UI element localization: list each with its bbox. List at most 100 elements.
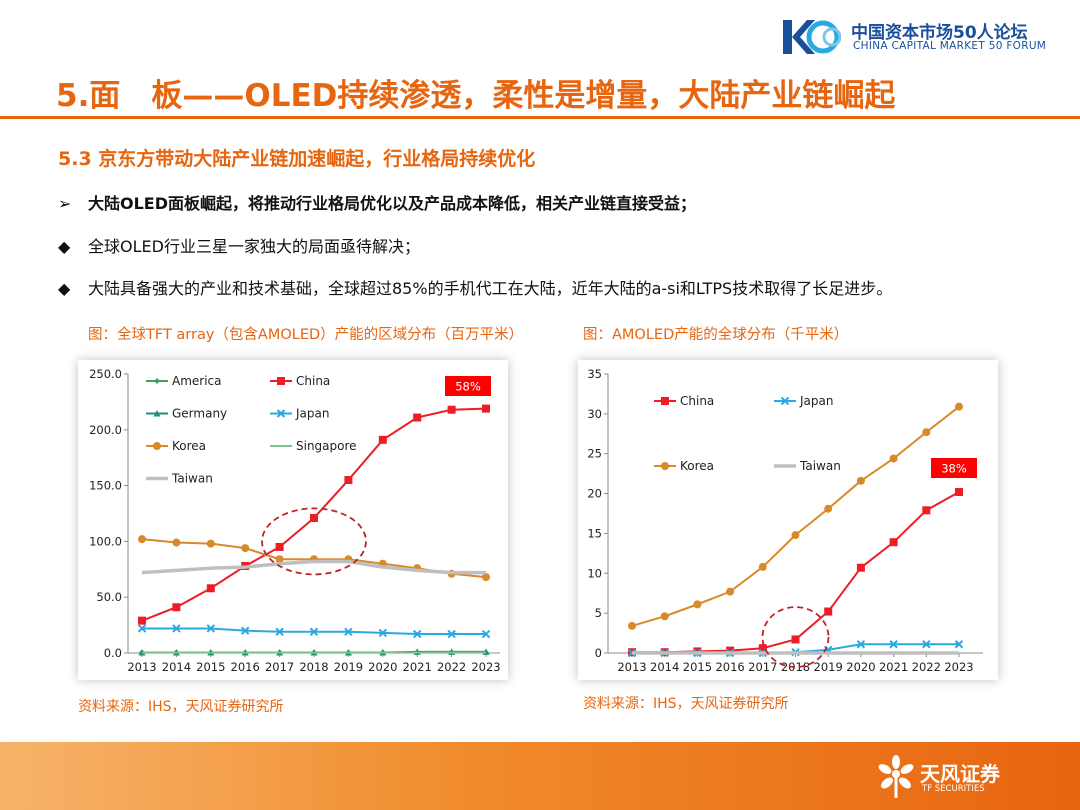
- right-chart-source: 资料来源：IHS，天风证券研究所: [583, 696, 789, 712]
- legend-label-china: China: [296, 374, 330, 388]
- tf-flower-icon: [878, 755, 914, 798]
- y-tick-label: 30: [587, 407, 602, 421]
- y-tick-label: 50.0: [96, 590, 122, 604]
- data-point-japan: [172, 624, 181, 633]
- series-line-taiwan: [141, 559, 486, 575]
- data-point-japan: [922, 640, 931, 649]
- x-tick-label: 2014: [162, 660, 191, 674]
- data-point-japan: [137, 624, 147, 633]
- data-point-japan: [889, 640, 898, 649]
- legend-label-japan: Japan: [799, 394, 833, 408]
- bullet-text: 全球OLED行业三星一家独大的局面亟待解决；: [88, 237, 420, 256]
- forum-logo-en: CHINA CAPITAL MARKET 50 FORUM: [853, 40, 1047, 52]
- data-point-korea: [172, 538, 181, 547]
- page-title: 5.面 板——OLED持续渗透，柔性是增量，大陆产业链崛起: [56, 78, 896, 114]
- bullet-item: ➢ 大陆OLED面板崛起，将推动行业格局优化以及产品成本降低，相关产业链直接受益；: [58, 190, 696, 214]
- x-tick-label: 2018: [781, 660, 810, 674]
- x-tick-label: 2021: [403, 660, 432, 674]
- data-point-korea: [758, 562, 767, 571]
- data-point-china: [138, 616, 146, 625]
- series-taiwan: [141, 559, 486, 575]
- data-point-japan: [412, 629, 422, 639]
- data-point-china: [922, 506, 931, 515]
- bullet-text: 大陆具备强大的产业和技术基础，全球超过85%的手机代工在大陆，近年大陆的a-si…: [88, 279, 893, 298]
- data-point-korea: [824, 504, 833, 513]
- legend-label-china: China: [680, 394, 714, 408]
- legend-label-taiwan: Taiwan: [799, 459, 841, 473]
- data-point-china: [955, 487, 963, 496]
- data-point-japan: [378, 628, 388, 638]
- y-tick-label: 10: [587, 566, 602, 580]
- x-tick-label: 2020: [846, 660, 875, 674]
- data-point-japan: [206, 624, 216, 633]
- data-point-china: [889, 538, 898, 547]
- data-point-korea: [922, 428, 931, 437]
- data-point-china: [726, 646, 735, 655]
- data-point-china: [275, 542, 284, 551]
- arrow-bullet-icon: ➢: [58, 194, 72, 213]
- data-point-korea: [955, 402, 963, 411]
- section-subtitle: 5.3 京东方带动大陆产业链加速崛起，行业格局持续优化: [58, 148, 536, 170]
- share-annotation: 58%: [445, 376, 491, 396]
- data-point-japan: [240, 626, 250, 635]
- bullet-item: ◆ 全球OLED行业三星一家独大的局面亟待解决；: [58, 233, 420, 257]
- y-tick-label: 200.0: [89, 423, 122, 437]
- diamond-bullet-icon: ◆: [58, 237, 71, 256]
- legend-marker-china: [661, 397, 669, 405]
- forum-logo: 中国资本市场50人论坛 CHINA CAPITAL MARKET 50 FORU…: [783, 18, 1055, 58]
- x-tick-label: 2016: [715, 660, 744, 674]
- x-tick-label: 2015: [196, 660, 225, 674]
- data-point-china: [824, 607, 833, 616]
- x-tick-label: 2022: [437, 660, 466, 674]
- data-point-china: [413, 413, 422, 422]
- tft-capacity-chart: 0.0 50.0 100.0 150.0 200.0 250.0 2013 2014 2015 2…: [78, 360, 508, 680]
- data-point-korea: [660, 612, 669, 621]
- data-point-korea: [726, 587, 735, 596]
- chart-legend: China Japan Korea Taiwan: [654, 394, 841, 473]
- left-chart-caption: 图：全球TFT array（包含AMOLED）产能的区域分布（百万平米）: [88, 327, 524, 343]
- y-tick-label: 15: [587, 526, 602, 540]
- legend-marker-korea: [661, 462, 669, 470]
- x-tick-label: 2022: [912, 660, 941, 674]
- annotation-label: 58%: [455, 380, 481, 394]
- legend-label-korea: Korea: [172, 439, 206, 453]
- data-point-korea: [889, 454, 898, 463]
- series-line-korea: [631, 405, 960, 627]
- legend-marker-china: [277, 377, 285, 385]
- annotation-box: [931, 458, 977, 478]
- data-point-korea: [628, 621, 636, 630]
- series-china: [628, 487, 963, 657]
- bullet-text: 大陆OLED面板崛起，将推动行业格局优化以及产品成本降低，相关产业链直接受益；: [88, 194, 697, 213]
- data-point-china: [482, 404, 490, 413]
- series-korea: [138, 535, 490, 582]
- legend-label-america: America: [172, 374, 222, 388]
- data-point-korea: [275, 555, 284, 564]
- x-tick-label: 2016: [231, 660, 260, 674]
- data-point-korea: [791, 531, 800, 540]
- highlight-ellipse: [761, 606, 830, 668]
- x-tick-label: 2017: [748, 660, 777, 674]
- right-chart-caption: 图：AMOLED产能的全球分布（千平米）: [583, 327, 849, 343]
- data-point-china: [310, 513, 318, 522]
- x-tick-label: 2013: [617, 660, 646, 674]
- footer-logo-cn: 天风证券: [920, 762, 1000, 786]
- x-tick-label: 2021: [879, 660, 908, 674]
- legend-label-japan: Japan: [295, 407, 329, 421]
- legend-marker-america: [154, 378, 160, 384]
- series-korea: [628, 402, 963, 630]
- legend-marker-japan: [276, 409, 286, 418]
- data-point-china: [791, 635, 800, 644]
- x-tick-label: 2018: [299, 660, 328, 674]
- legend-marker-germany: [153, 410, 161, 417]
- tf-securities-logo: 天风证券 TF SECURITIES: [876, 752, 1066, 804]
- data-point-korea: [138, 535, 146, 544]
- data-point-japan: [275, 627, 284, 637]
- data-point-korea: [482, 573, 490, 582]
- y-tick-label: 20: [587, 487, 602, 501]
- diamond-bullet-icon: ◆: [58, 279, 71, 298]
- share-annotation: 38%: [931, 458, 977, 478]
- data-point-korea: [856, 476, 865, 485]
- legend-label-taiwan: Taiwan: [171, 472, 213, 486]
- amoled-capacity-chart: 0 5 10 15 20 25 30 35 2013 2014 2015 2016 2017 2018 20…: [578, 360, 998, 680]
- data-point-korea: [206, 539, 215, 548]
